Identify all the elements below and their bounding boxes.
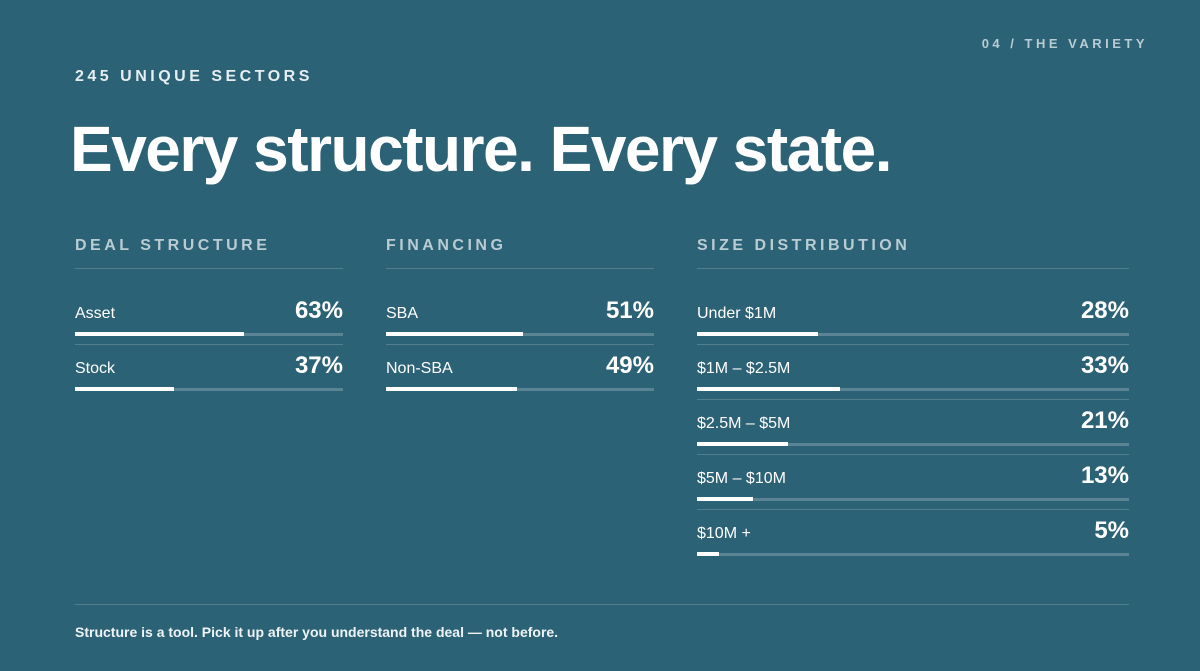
row-label: Under $1M	[697, 305, 777, 322]
bar-track	[386, 388, 654, 391]
row-rule	[697, 454, 1129, 455]
footer: Structure is a tool. Pick it up after yo…	[75, 624, 559, 640]
bar-track	[697, 388, 1129, 391]
bar	[386, 332, 523, 336]
page-label: 04 / THE VARIETY	[981, 36, 1148, 51]
row-label: SBA	[386, 305, 419, 322]
group-rule	[75, 268, 343, 269]
value-label: 21%	[1080, 407, 1129, 434]
eyebrow: 245 UNIQUE SECTORS	[75, 68, 313, 85]
group-title: FINANCING	[386, 237, 507, 254]
group-rule	[697, 268, 1129, 269]
value-label: 33%	[1080, 352, 1129, 379]
bar-track	[75, 388, 343, 391]
value-label: 37%	[294, 352, 343, 379]
row-rule	[697, 344, 1129, 345]
group-title: SIZE DISTRIBUTION	[697, 237, 911, 254]
bar	[697, 332, 818, 336]
row-label: Stock	[75, 360, 116, 377]
row-label: $1M – $2.5M	[697, 360, 791, 377]
bar-track	[697, 553, 1129, 556]
row-label: $2.5M – $5M	[697, 415, 791, 432]
value-label: 49%	[605, 352, 654, 379]
title: Every structure. Every state.	[70, 113, 892, 185]
value-label: 28%	[1080, 297, 1129, 324]
row-label: $5M – $10M	[697, 470, 786, 487]
value-label: 13%	[1080, 462, 1129, 489]
row-rule	[697, 509, 1129, 510]
bar	[697, 442, 788, 446]
value-label: 63%	[294, 297, 343, 324]
group-title: DEAL STRUCTURE	[75, 237, 271, 254]
bar	[386, 387, 518, 391]
row-rule	[386, 344, 654, 345]
row-label: Asset	[75, 305, 116, 322]
row-rule	[75, 344, 343, 345]
bar	[75, 387, 175, 391]
bar-track	[697, 443, 1129, 446]
group-rule	[386, 268, 654, 269]
value-label: 5%	[1094, 517, 1129, 544]
bar-track	[697, 498, 1129, 501]
bar	[697, 552, 719, 556]
bar-track	[697, 333, 1129, 336]
row-rule	[697, 399, 1129, 400]
value-label: 51%	[605, 297, 654, 324]
footer-rule	[75, 604, 1129, 605]
row-label: Non-SBA	[386, 360, 453, 377]
bar	[697, 387, 840, 391]
bar	[697, 497, 754, 501]
row-label: $10M +	[697, 525, 751, 542]
bar	[75, 332, 244, 336]
